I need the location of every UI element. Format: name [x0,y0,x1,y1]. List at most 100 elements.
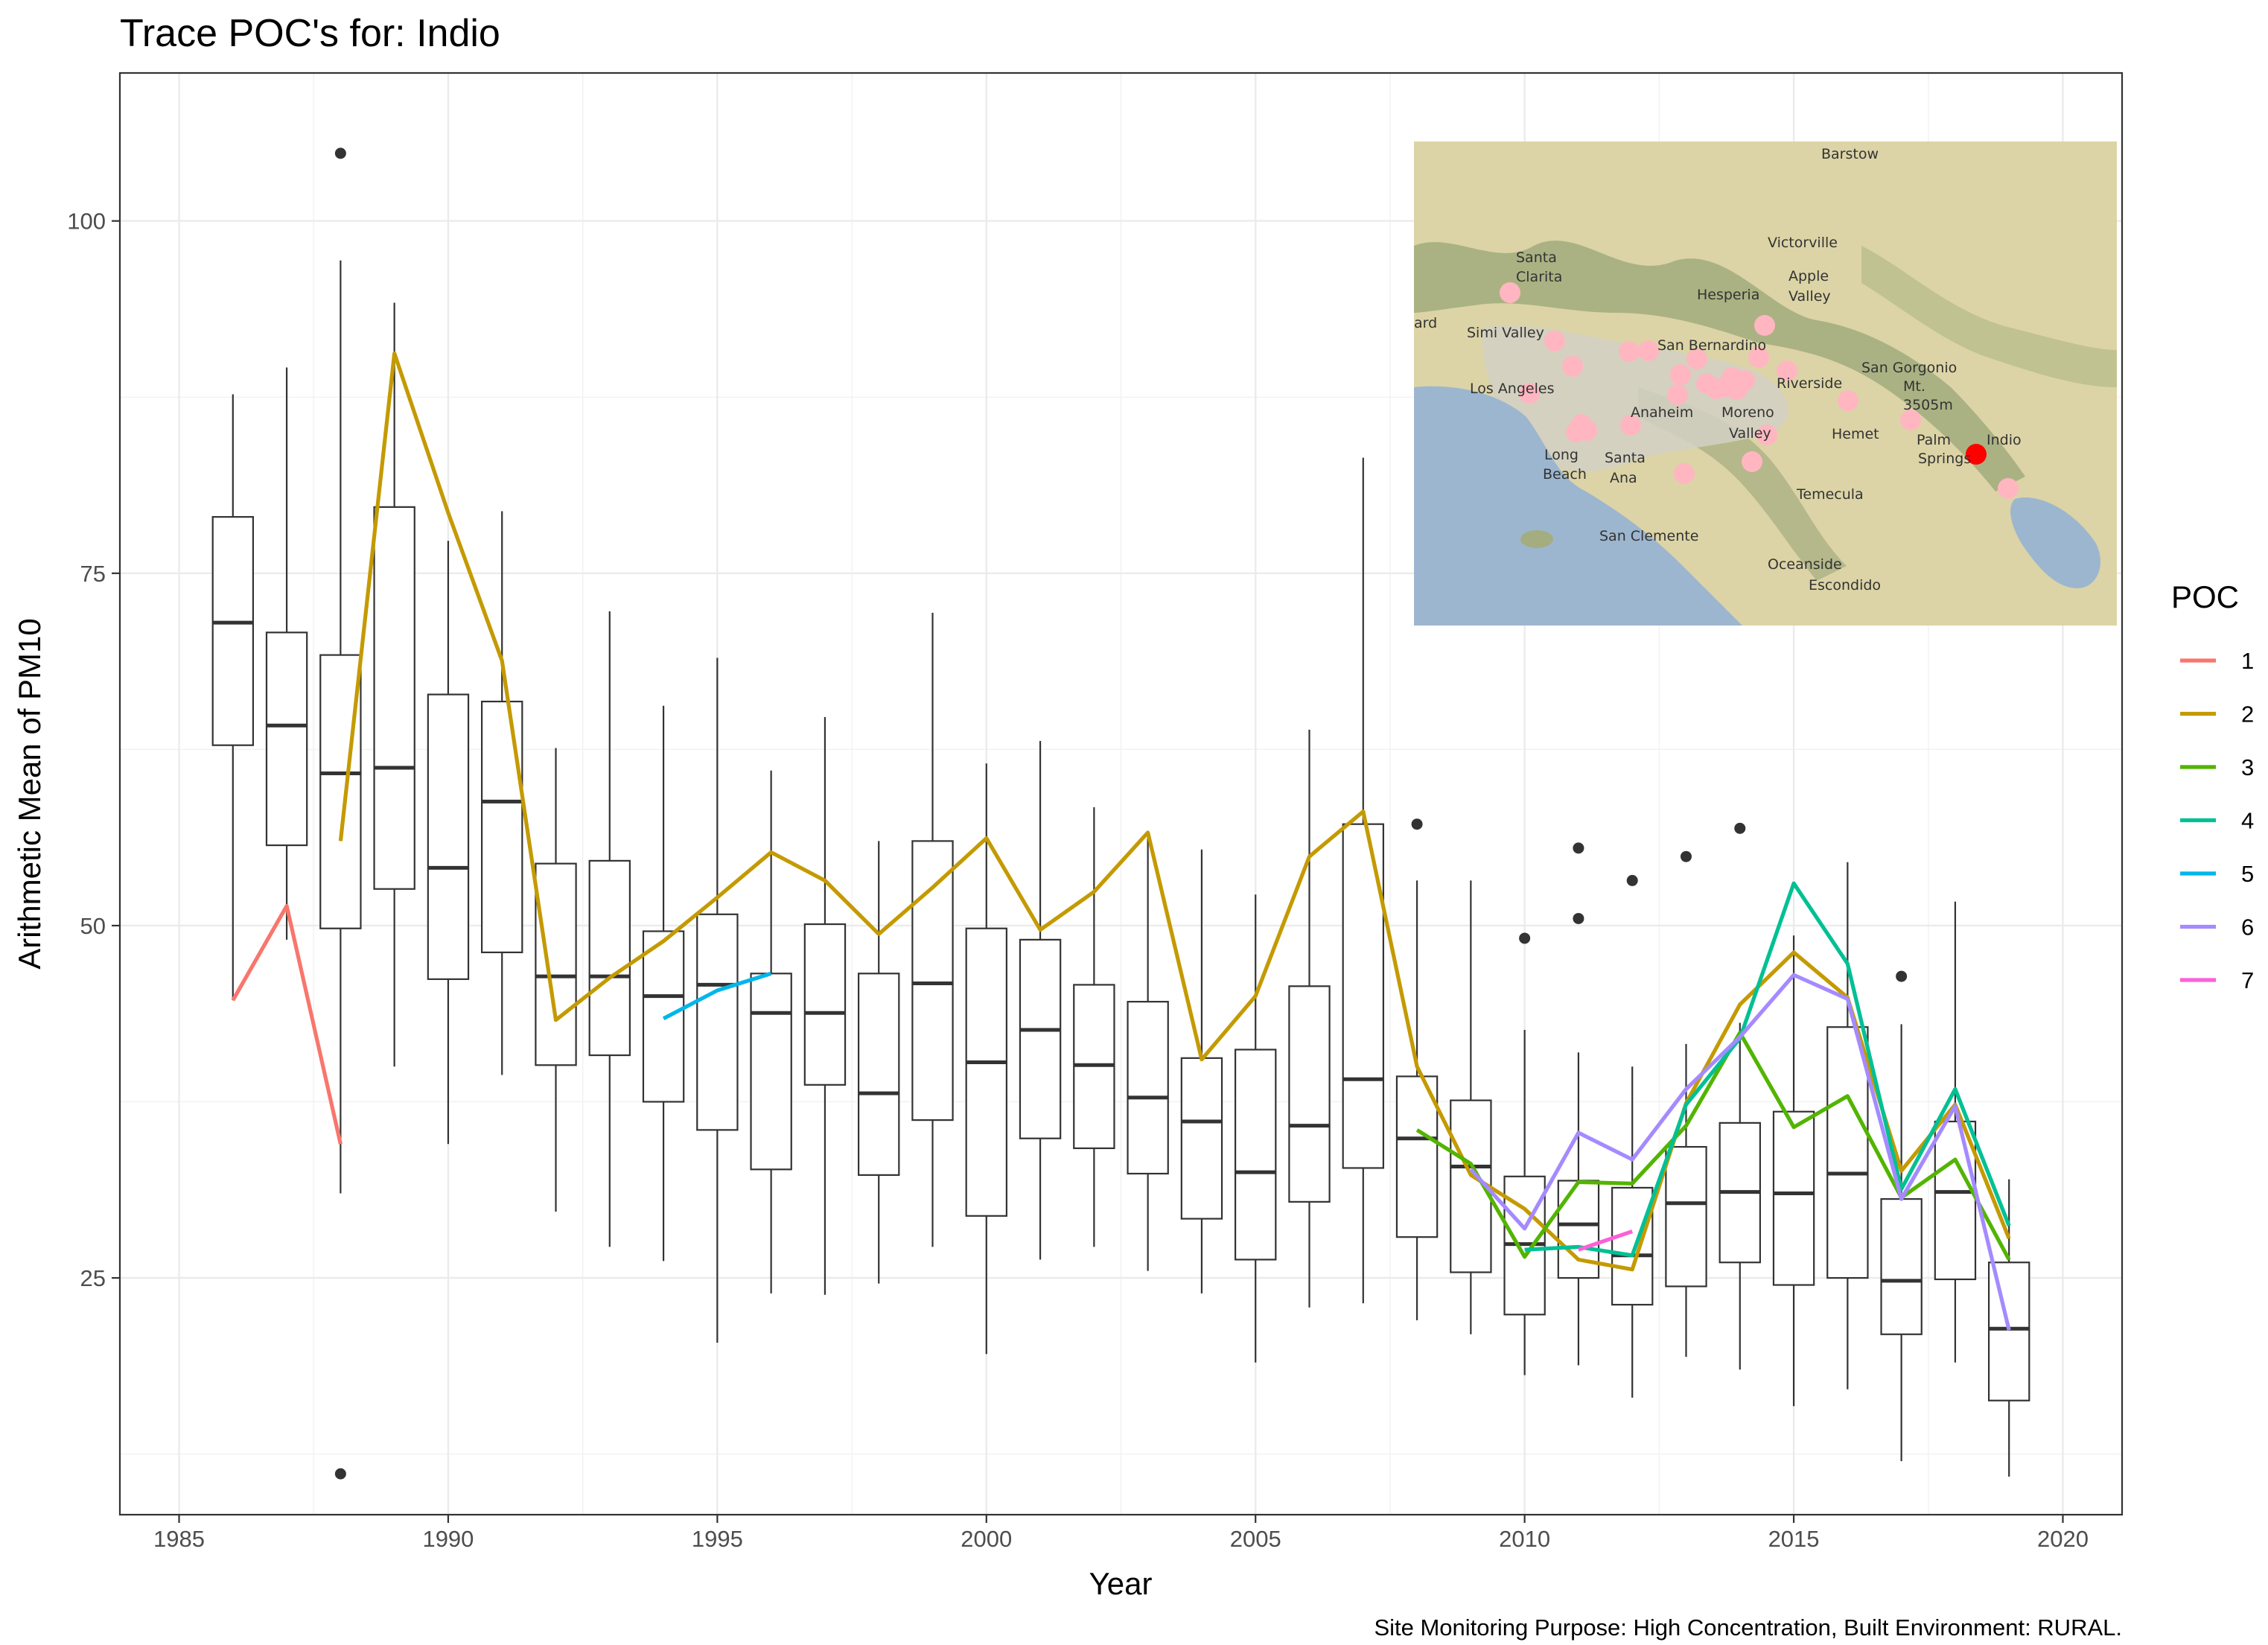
box-2015 [1772,935,1815,1407]
map-site-marker [1519,383,1540,404]
outlier-point [334,147,346,159]
box-2004 [1180,849,1223,1294]
y-tick-label: 25 [80,1265,106,1291]
map-label: Los Angeles [1470,381,1554,397]
outlier-point [334,1468,346,1480]
box-body [1127,1001,1169,1175]
box-1995 [696,658,739,1343]
map-label: San Bernardino [1657,337,1766,354]
x-tick-label: 2015 [1768,1526,1820,1552]
map-site-marker [1754,315,1775,336]
box-2005 [1235,894,1277,1363]
map-mountains [1414,241,2025,491]
y-axis: 25 50 75 100 [67,209,120,1291]
map-label: Hemet [1832,426,1879,442]
map-site-marker [1674,463,1695,484]
legend-label-2: 2 [2241,701,2254,728]
box-2000 [965,763,1007,1355]
legend-label-3: 3 [2241,754,2254,780]
box-body [1880,1197,1923,1335]
box-body [1395,1075,1439,1238]
map-site-marker [1998,478,2019,499]
outlier-point [1519,932,1531,944]
y-tick-label: 50 [80,913,106,939]
box-body [535,862,577,1066]
box-body [1772,1110,1815,1286]
poc-line-3 [1415,1031,2011,1261]
map-site-indio [1966,444,1987,465]
outlier-point [1411,818,1423,830]
box-body [1826,1026,1869,1279]
box-2006 [1288,729,1331,1308]
legend-label-7: 7 [2241,967,2254,993]
map-label: San Clemente [1599,528,1698,544]
x-axis: 1985 1990 1995 2000 2005 2010 2015 2020 [153,1515,2089,1552]
map-label: Ana [1610,470,1637,486]
map-site-marker [1544,331,1565,351]
legend-label-6: 6 [2241,914,2254,941]
map-site-marker [1838,390,1858,411]
map-label: Oceanside [1768,556,1842,573]
box-1987 [265,367,308,940]
map-label: Mt. [1903,378,1925,395]
poc-line-2 [338,351,2011,1272]
x-tick-label: 2000 [961,1526,1012,1552]
box-2003 [1127,838,1169,1271]
box-2008 [1395,818,1439,1320]
legend-label-1: 1 [2241,648,2254,674]
box-2014 [1718,822,1761,1370]
map-label: Hesperia [1697,287,1759,303]
map-site-marker [1734,370,1755,391]
box-1992 [535,748,577,1212]
box-body [427,693,470,980]
panel-border [118,71,2124,1516]
chart-title: Trace POC's for: Indio [120,12,500,55]
box-1989 [373,302,415,1067]
map-sites [1500,282,2019,499]
map-ocean [1414,386,1742,626]
box-body [1019,938,1062,1139]
legend-title: POC [2171,579,2239,614]
map-label: Long [1544,447,1579,463]
map-label: Temecula [1796,486,1864,503]
box-body [803,923,847,1086]
box-1990 [427,541,470,1145]
map-site-marker [1562,356,1583,377]
box-2002 [1073,806,1115,1247]
map-urban [1482,325,1788,472]
map-label: Escondido [1809,577,1881,594]
outlier-point [1734,822,1746,834]
outlier-point [1573,912,1584,924]
map-site-marker [1777,360,1797,381]
map-label: Simi Valley [1467,325,1544,341]
map-site-marker [1576,420,1597,441]
map-site-marker [1900,410,1921,430]
map-label: Santa [1516,249,1557,266]
poc-line-5 [662,971,772,1021]
map-label: Santa [1605,450,1646,466]
map-site-marker [1620,415,1641,436]
map-labels: Barstow Victorville Apple Valley Hesperia San… [1414,146,2022,594]
y-tick-label: 100 [67,209,106,235]
map-label: Beach [1543,466,1587,483]
x-tick-label: 1995 [692,1526,743,1552]
box-1998 [858,841,900,1284]
legend-label-5: 5 [2241,861,2254,887]
map-site-marker [1670,364,1691,385]
box-body [588,859,631,1057]
poc-line-7 [1578,1229,1634,1252]
map-label: Indio [1987,432,2022,448]
map-salton-sea [2010,497,2100,588]
box-1997 [803,716,847,1295]
x-axis-title: Year [1089,1566,1153,1601]
box-body [965,927,1007,1217]
box-2001 [1019,741,1062,1260]
map-label: Palm [1917,432,1951,448]
box-body [858,973,900,1177]
map-site-marker [1742,451,1762,472]
map-label: Valley [1729,425,1771,442]
x-tick-label: 2020 [2037,1526,2089,1552]
boxplots [211,147,2030,1480]
poc-line-4 [1524,881,2011,1258]
map-label: San Gorgonio [1861,360,1957,376]
